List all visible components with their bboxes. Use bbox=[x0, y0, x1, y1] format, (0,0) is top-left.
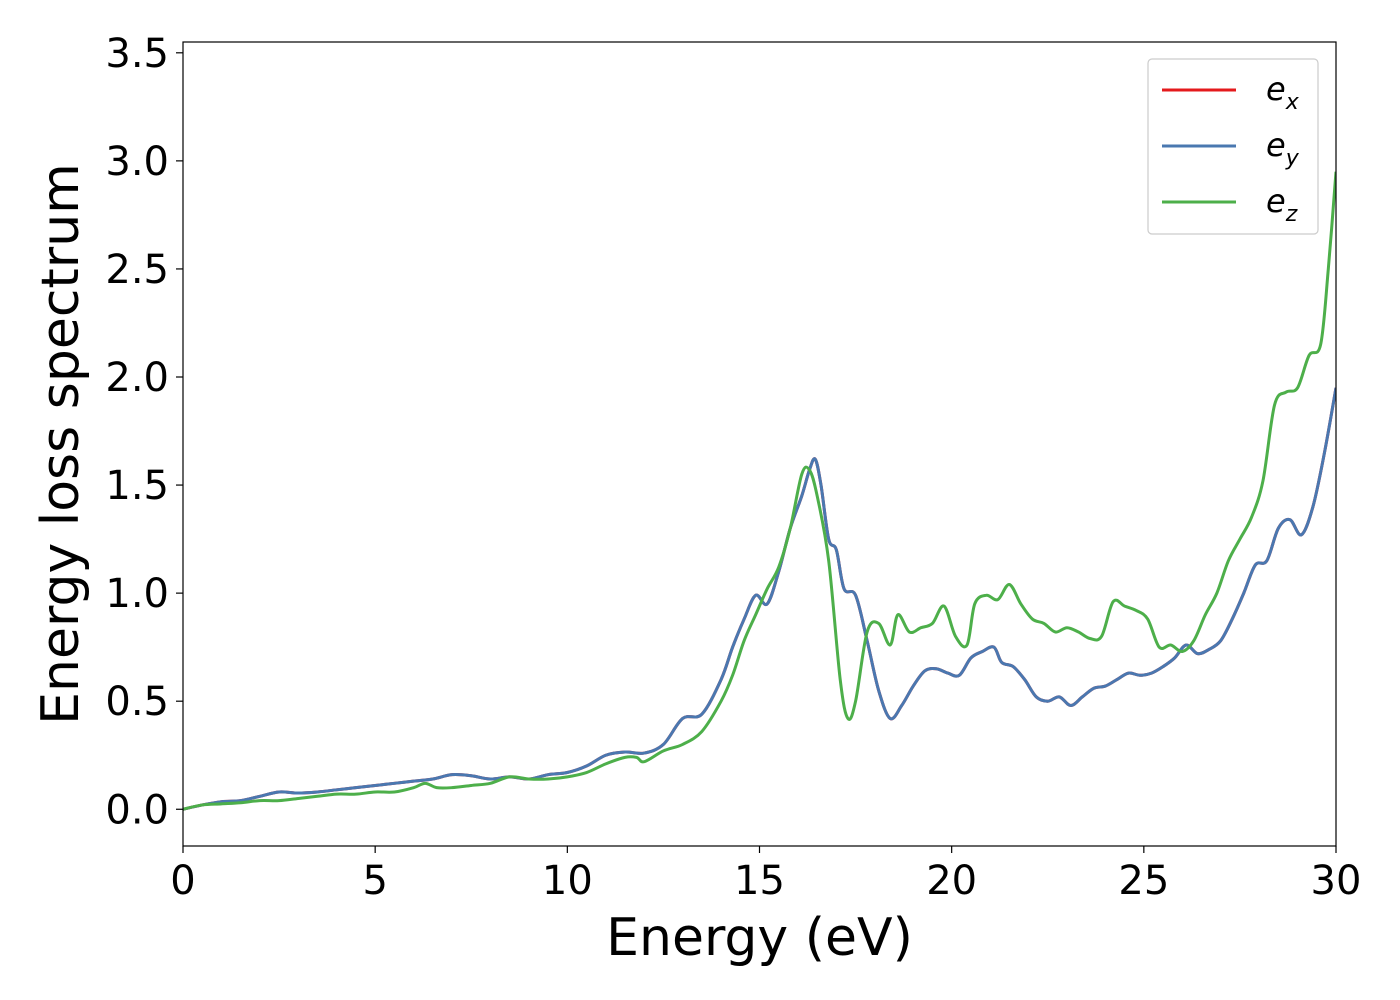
legend-label-base: e bbox=[1266, 182, 1286, 220]
series-line-ez bbox=[183, 171, 1336, 811]
legend-label-subscript: z bbox=[1285, 202, 1298, 227]
legend-label-base: e bbox=[1266, 126, 1286, 164]
y-tick-label: 1.5 bbox=[105, 463, 169, 509]
x-axis-label: Energy (eV) bbox=[606, 908, 913, 968]
legend-label-ey: ey bbox=[1266, 126, 1300, 171]
x-tick-label: 25 bbox=[1118, 858, 1169, 904]
y-tick-label: 3.5 bbox=[105, 31, 169, 77]
series-line-ey bbox=[183, 387, 1336, 811]
y-tick-label: 3.0 bbox=[105, 139, 169, 185]
legend-label-ex: ex bbox=[1266, 70, 1300, 115]
plot-frame bbox=[182, 41, 1337, 847]
x-tick-label: 5 bbox=[362, 858, 387, 904]
y-tick-label: 2.5 bbox=[105, 247, 169, 293]
plot-layer bbox=[183, 171, 1336, 811]
legend-label-subscript: y bbox=[1285, 146, 1300, 171]
y-tick-label: 0.5 bbox=[105, 679, 169, 725]
legend-label-ez: ez bbox=[1266, 182, 1298, 227]
x-tick-label: 0 bbox=[170, 858, 195, 904]
y-tick-label: 1.0 bbox=[105, 571, 169, 617]
y-axis-label: Energy loss spectrum bbox=[31, 163, 91, 725]
legend-label-base: e bbox=[1266, 70, 1286, 108]
y-tick-label: 0.0 bbox=[105, 787, 169, 833]
x-tick-label: 15 bbox=[734, 858, 785, 904]
ticks-layer: 0 5 10 15 20 25 30 0.0 0.5 1.0 1.5 2.0 2.5 3.0 3.5 bbox=[105, 31, 1361, 904]
x-tick-label: 10 bbox=[542, 858, 593, 904]
y-tick-label: 2.0 bbox=[105, 355, 169, 401]
x-tick-label: 20 bbox=[926, 858, 977, 904]
x-tick-label: 30 bbox=[1311, 858, 1362, 904]
legend-label-subscript: x bbox=[1285, 90, 1300, 115]
